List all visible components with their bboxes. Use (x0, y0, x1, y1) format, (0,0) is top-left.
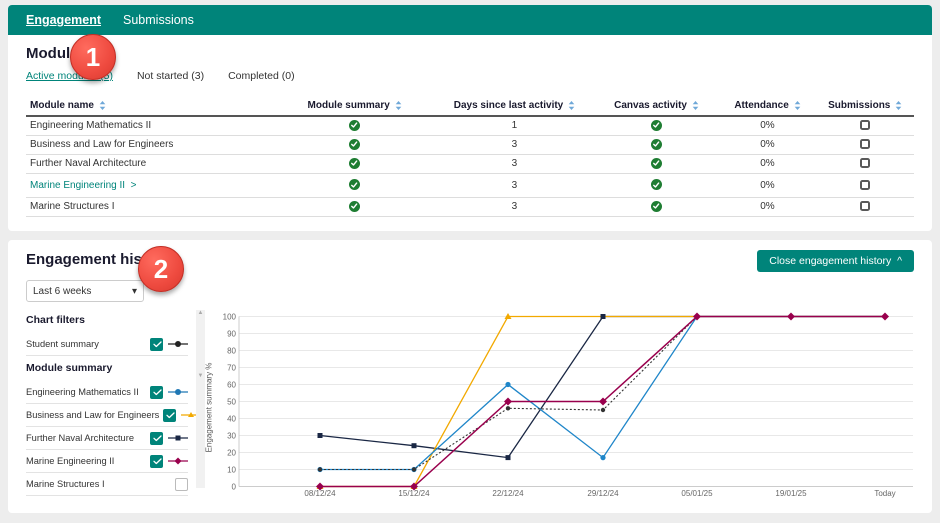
svg-text:50: 50 (227, 398, 236, 407)
svg-text:08/12/24: 08/12/24 (304, 489, 336, 498)
svg-text:70: 70 (227, 364, 236, 373)
svg-text:19/01/25: 19/01/25 (775, 489, 807, 498)
svg-text:Today: Today (874, 489, 895, 498)
svg-text:80: 80 (227, 347, 236, 356)
svg-text:05/01/25: 05/01/25 (681, 489, 713, 498)
svg-text:29/12/24: 29/12/24 (587, 489, 619, 498)
svg-text:15/12/24: 15/12/24 (398, 489, 430, 498)
svg-text:40: 40 (227, 415, 236, 424)
svg-text:90: 90 (227, 330, 236, 339)
svg-text:60: 60 (227, 381, 236, 390)
svg-text:0: 0 (232, 483, 237, 492)
svg-text:10: 10 (227, 466, 236, 475)
svg-text:30: 30 (227, 432, 236, 441)
svg-text:22/12/24: 22/12/24 (492, 489, 524, 498)
svg-text:20: 20 (227, 449, 236, 458)
svg-text:100: 100 (223, 313, 237, 322)
